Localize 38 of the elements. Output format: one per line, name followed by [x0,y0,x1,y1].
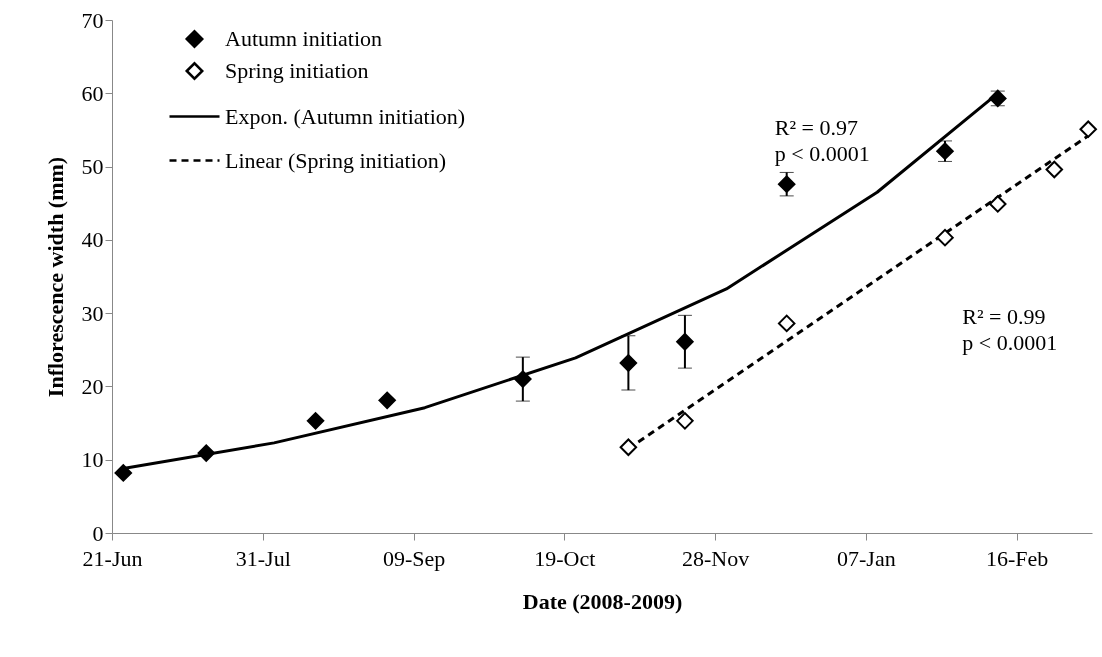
y-tick-label: 70 [81,7,104,33]
x-tick-label: 28-Nov [681,545,750,571]
point [777,175,796,193]
y-tick-label: 40 [81,227,104,253]
annotation: R² = 0.99 p < 0.0001 [962,303,1058,355]
x-tick-label: 31-Jul [235,545,291,571]
y-tick-label: 20 [81,373,104,399]
y-tick-label: 0 [92,520,104,546]
point [989,195,1007,213]
annotation: R² = 0.97 p < 0.0001 [774,115,870,167]
point [676,412,694,430]
x-tick-label: 07-Jan [837,545,896,571]
x-tick-label: 16-Feb [985,545,1049,571]
point [676,332,694,351]
y-tick-label: 10 [81,447,104,473]
point [197,444,215,462]
point [1079,120,1097,138]
legend-label: Expon. (Autumn initiation) [225,103,466,129]
point [936,228,954,247]
x-tick-label: 09-Sep [382,545,446,571]
point [619,354,638,372]
legend-label: Linear (Spring initiation) [225,147,447,173]
y-tick-label: 50 [81,154,104,180]
x-tick-label: 21-Jun [82,545,143,571]
legend-label: Autumn initiation [225,26,383,51]
x-tick-label: 19-Oct [534,545,596,571]
y-tick-label: 60 [81,80,104,106]
point [378,391,396,410]
x-axis-title: Date (2008-2009) [522,588,683,614]
legend-label: Spring initiation [225,58,369,83]
point [1045,160,1064,179]
y-tick-label: 30 [81,300,104,326]
point [514,370,532,388]
point [306,412,325,430]
point [619,438,638,456]
point [114,464,133,482]
y-axis-title: Inflorescence width (mm) [42,156,68,398]
point [777,314,796,333]
